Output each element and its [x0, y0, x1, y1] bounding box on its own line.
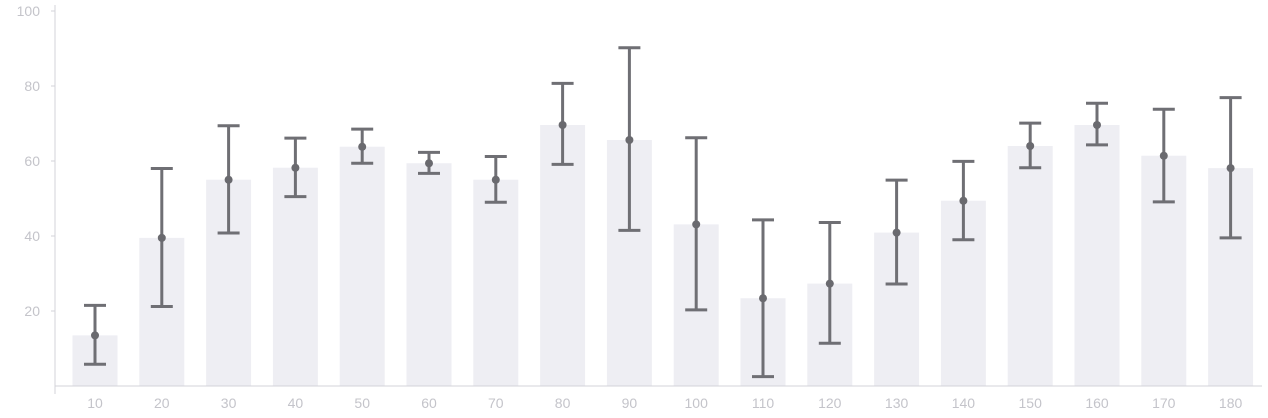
data-point: [825, 279, 834, 288]
data-point: [1226, 164, 1235, 173]
x-tick-label: 120: [818, 395, 842, 411]
data-point: [157, 233, 166, 242]
data-point: [759, 294, 767, 303]
error-bars-layer: [84, 46, 1242, 379]
y-tick-label: 60: [24, 153, 40, 169]
bar: [473, 179, 519, 386]
bar: [1007, 146, 1053, 386]
x-tick-label: 60: [421, 395, 437, 411]
y-tick-label: 100: [17, 3, 41, 19]
x-tick-label: 130: [885, 395, 909, 411]
data-point: [1159, 151, 1168, 160]
bar: [540, 125, 586, 386]
x-tick-label: 160: [1085, 395, 1109, 411]
data-point: [558, 121, 567, 129]
y-tick-label: 80: [24, 78, 40, 94]
x-tick-label: 90: [622, 395, 638, 411]
data-point: [1026, 142, 1035, 150]
data-point: [491, 175, 500, 184]
data-point: [1093, 121, 1101, 129]
data-point: [892, 228, 901, 237]
x-tick-labels: 10 20 30 40 50 60 70 80 90 100 110 120 130 140 150 160 1…: [87, 395, 1242, 411]
x-tick-label: 100: [685, 395, 709, 411]
x-tick-label: 20: [154, 395, 170, 411]
x-tick-label: 170: [1152, 395, 1176, 411]
data-point: [692, 220, 701, 229]
x-tick-label: 80: [555, 395, 571, 411]
y-tick-label: 20: [24, 303, 40, 319]
x-tick-label: 70: [488, 395, 504, 411]
x-tick-label: 150: [1019, 395, 1043, 411]
axes-layer: [54, 5, 1262, 394]
y-tick-label: 40: [24, 228, 40, 244]
x-tick-label: 30: [221, 395, 237, 411]
x-tick-label: 110: [752, 395, 775, 411]
x-tick-label: 140: [952, 395, 976, 411]
data-point: [91, 331, 99, 340]
bar: [339, 146, 385, 386]
x-tick-label: 50: [354, 395, 370, 411]
data-point: [224, 175, 233, 184]
x-tick-label: 180: [1219, 395, 1243, 411]
data-point: [291, 163, 300, 172]
data-point: [425, 159, 433, 168]
y-tick-labels: 20 40 60 80 100: [17, 3, 55, 319]
x-tick-label: 10: [87, 395, 103, 411]
bars-layer: [72, 125, 1254, 386]
data-point: [959, 196, 968, 205]
x-tick-label: 40: [288, 395, 304, 411]
bar: [406, 163, 452, 386]
data-point: [625, 136, 634, 144]
bar: [1074, 125, 1120, 386]
bar: [272, 167, 318, 386]
data-point: [358, 142, 367, 151]
